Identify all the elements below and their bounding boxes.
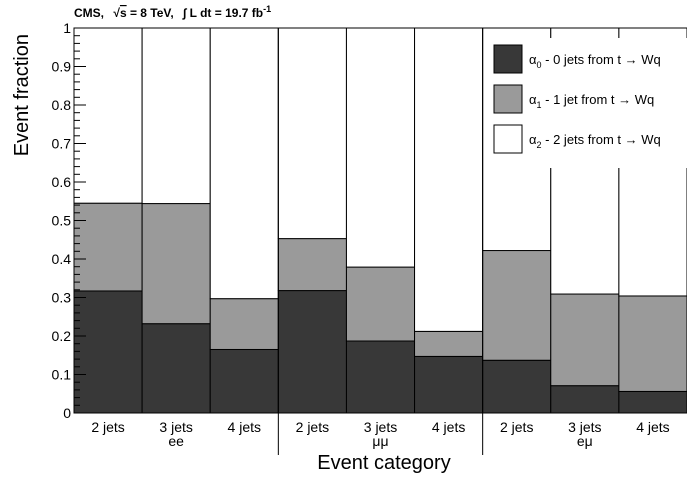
y-tick-label-1: 0.1 [52, 367, 72, 383]
x-tick-label-3: 2 jets [296, 419, 329, 435]
bar-series1-cat8 [618, 295, 687, 392]
y-tick-label-9: 0.9 [52, 59, 72, 75]
x-tick-label-1: 3 jets [159, 419, 192, 435]
legend-swatch-0 [493, 44, 523, 74]
bar-series2-cat4 [345, 27, 416, 268]
x-group-label-0: ee [168, 433, 184, 449]
bar-series1-cat1 [141, 203, 211, 325]
bar-series1-cat7 [550, 293, 620, 387]
y-tick-label-5: 0.5 [52, 213, 72, 229]
header-lumi-integral: ∫ [182, 6, 188, 20]
x-tick-label-0: 2 jets [91, 419, 124, 435]
x-tick-label-2: 4 jets [228, 419, 261, 435]
bar-series0-cat5 [414, 355, 484, 414]
bar-series2-cat5 [414, 27, 484, 332]
x-tick-label-4: 3 jets [364, 419, 397, 435]
bar-series0-cat8 [618, 390, 687, 414]
x-group-label-1: μμ [372, 433, 388, 449]
y-tick-label-4: 0.4 [52, 251, 72, 267]
bar-series0-cat7 [550, 385, 620, 414]
bar-series0-cat6 [482, 359, 552, 414]
bar-series1-cat3 [277, 238, 347, 292]
bar-series2-cat2 [209, 27, 279, 300]
x-tick-label-6: 2 jets [500, 419, 533, 435]
y-tick-label-0: 0 [63, 405, 71, 421]
header-lumi: L dt = 19.7 fb [186, 6, 263, 20]
bar-series0-cat0 [73, 290, 143, 414]
header-experiment: CMS, [74, 6, 104, 20]
legend-label-1: α1 - 1 jet from t → Wq [529, 92, 654, 110]
bar-series0-cat3 [277, 290, 347, 414]
x-group-label-2: eμ [577, 433, 593, 449]
bar-series0-cat4 [345, 340, 416, 414]
y-axis: 0 0.1 0.2 0.3 0.4 0.5 0.6 0.7 0.8 0.9 1 [52, 20, 86, 421]
y-tick-label-2: 0.2 [52, 328, 72, 344]
bar-series2-cat1 [141, 27, 211, 205]
legend-swatch-1 [493, 84, 523, 114]
bar-series0-cat1 [141, 323, 211, 414]
y-tick-label-3: 0.3 [52, 290, 72, 306]
header-lumi-exp: -1 [263, 4, 271, 14]
header-title: CMS, √s = 8 TeV, ∫ L dt = 19.7 fb-1 [74, 4, 271, 20]
x-axis-title: Event category [317, 452, 450, 474]
y-tick-label-10: 1 [63, 20, 71, 36]
bar-series0-cat2 [209, 348, 279, 414]
legend-label-0: α0 - 0 jets from t → Wq [529, 52, 661, 70]
x-tick-label-8: 4 jets [636, 419, 669, 435]
y-axis-title: Event fraction [11, 34, 33, 156]
y-tick-label-7: 0.7 [52, 136, 72, 152]
header-energy-prefix: s [120, 6, 127, 20]
y-tick-label-8: 0.8 [52, 97, 72, 113]
bar-series1-cat0 [73, 202, 143, 292]
bar-series1-cat2 [209, 298, 279, 350]
legend-label-2: α2 - 2 jets from t → Wq [529, 132, 661, 150]
y-tick-label-6: 0.6 [52, 174, 72, 190]
legend-swatch-2 [493, 124, 523, 154]
sqrt-symbol: √ [113, 6, 120, 20]
bar-series1-cat6 [482, 250, 552, 361]
bars-layer [73, 27, 687, 414]
header-energy: = 8 TeV, [127, 6, 174, 20]
legend: α0 - 0 jets from t → Wq α1 - 1 jet from t… [487, 38, 687, 168]
bar-series1-cat4 [345, 266, 416, 342]
x-tick-label-5: 4 jets [432, 419, 465, 435]
bar-series2-cat3 [277, 27, 347, 240]
bar-series1-cat5 [414, 330, 484, 357]
bar-series2-cat0 [73, 27, 143, 204]
x-axis: 2 jets 3 jets 4 jets ee 2 jets 3 jets 4 jets μμ… [91, 419, 669, 449]
x-tick-label-7: 3 jets [568, 419, 601, 435]
